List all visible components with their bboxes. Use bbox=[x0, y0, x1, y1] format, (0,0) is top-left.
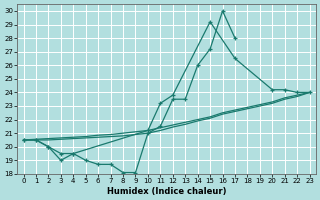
X-axis label: Humidex (Indice chaleur): Humidex (Indice chaleur) bbox=[107, 187, 226, 196]
